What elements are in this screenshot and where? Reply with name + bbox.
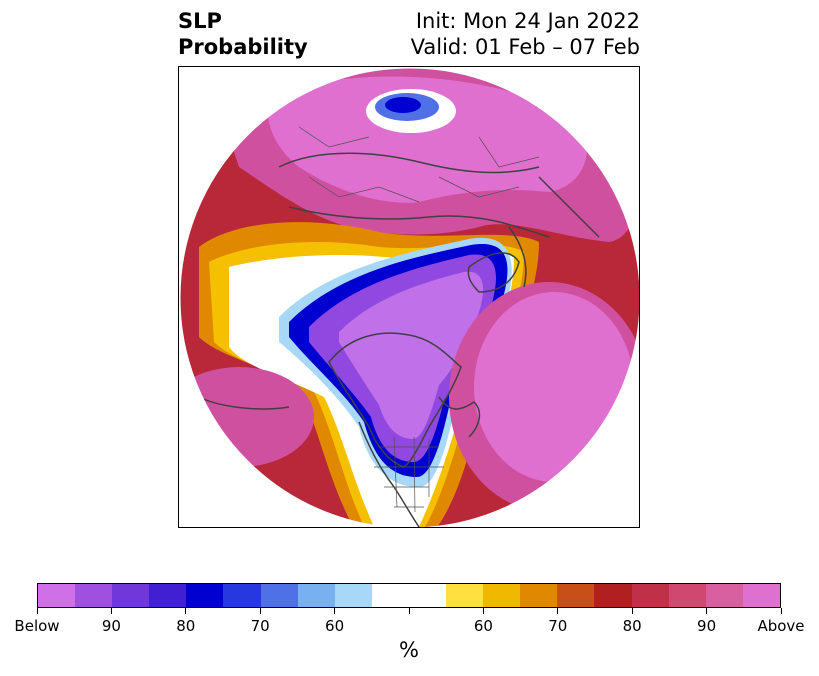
title-variable: SLP — [178, 9, 222, 33]
colorbar-segment — [223, 584, 261, 607]
colorbar-segment — [112, 584, 150, 607]
colorbar-segment — [557, 584, 595, 607]
colorbar-tick-label: Above — [757, 617, 805, 635]
probability-map — [179, 67, 639, 527]
colorbar — [37, 583, 781, 608]
colorbar-segment — [446, 584, 484, 607]
region-siberia-deep — [385, 97, 421, 113]
colorbar-segment — [371, 584, 409, 607]
colorbar-tick — [334, 608, 336, 614]
map-panel — [178, 66, 640, 528]
colorbar-segment — [260, 584, 298, 607]
colorbar-tick — [706, 608, 708, 614]
valid-period: Valid: 01 Feb – 07 Feb — [410, 35, 640, 59]
colorbar-segment — [38, 584, 76, 607]
borders — [298, 126, 540, 513]
colorbar-tick-label: 90 — [101, 617, 121, 635]
init-date: Init: Mon 24 Jan 2022 — [415, 9, 640, 33]
colorbar-segment — [742, 584, 780, 607]
colorbar-tick — [110, 608, 112, 614]
colorbar-tick-label: Below — [14, 617, 60, 635]
colorbar-tick-label: 80 — [622, 617, 642, 635]
colorbar-tick — [408, 608, 410, 614]
colorbar-segment — [297, 584, 335, 607]
colorbar-unit: % — [399, 638, 419, 662]
colorbar-tick-label: 90 — [697, 617, 717, 635]
colorbar-segment — [75, 584, 113, 607]
colorbar-tick — [259, 608, 261, 614]
colorbar-segment — [186, 584, 224, 607]
colorbar-tick-label: 70 — [250, 617, 270, 635]
colorbar-tick — [185, 608, 187, 614]
region-atlantic-high — [474, 292, 634, 482]
colorbar-tick — [482, 608, 484, 614]
colorbar-tick — [36, 608, 38, 614]
colorbar-segment — [149, 584, 187, 607]
colorbar-segment — [483, 584, 521, 607]
colorbar-tick-label: 60 — [325, 617, 345, 635]
region-below-deep — [339, 271, 484, 439]
colorbar-segment — [631, 584, 669, 607]
colorbar-segment — [594, 584, 632, 607]
colorbar-segment — [705, 584, 743, 607]
colorbar-tick — [780, 608, 782, 614]
title-type: Probability — [178, 35, 308, 59]
colorbar-tick — [557, 608, 559, 614]
colorbar-segment — [668, 584, 706, 607]
map-dates: Init: Mon 24 Jan 2022 Valid: 01 Feb – 07… — [411, 8, 640, 60]
colorbar-tick-label: 70 — [548, 617, 568, 635]
colorbar-tick-label: 60 — [473, 617, 493, 635]
colorbar-segment — [520, 584, 558, 607]
colorbar-tick — [631, 608, 633, 614]
map-edge — [179, 67, 639, 527]
colorbar-segment — [334, 584, 372, 607]
colorbar-tick-label: 80 — [176, 617, 196, 635]
map-title: SLP Probability — [178, 8, 308, 60]
colorbar-segment — [408, 584, 447, 607]
